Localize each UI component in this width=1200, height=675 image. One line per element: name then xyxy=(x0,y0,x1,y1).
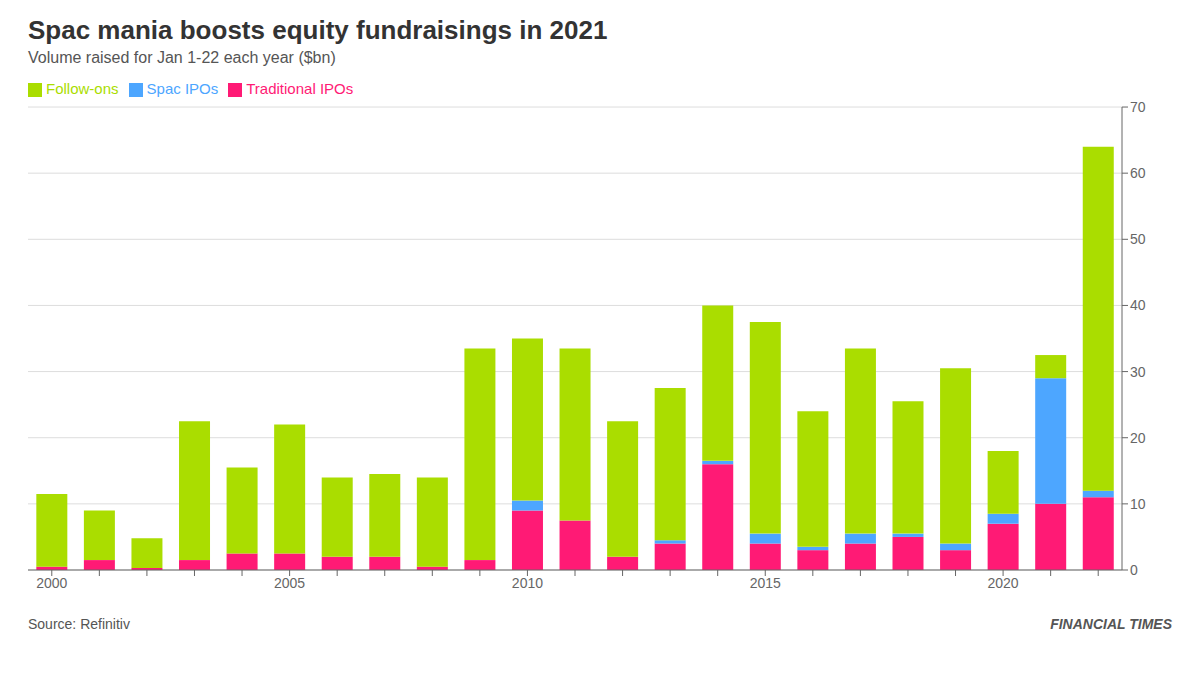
svg-text:2020: 2020 xyxy=(988,575,1019,591)
html-text:Traditional IPOs: Traditional IPOs xyxy=(246,80,354,97)
html-text:Volume raised for Jan 1-22 eac: Volume raised for Jan 1-22 each year ($b… xyxy=(28,49,336,66)
svg-text:40: 40 xyxy=(1130,297,1146,313)
html-text:Source: Refinitiv: Source: Refinitiv xyxy=(28,616,130,632)
svg-text:2015: 2015 xyxy=(750,575,781,591)
html-text:FINANCIAL TIMES: FINANCIAL TIMES xyxy=(1050,616,1172,632)
html-text:Follow-ons: Follow-ons xyxy=(46,80,119,97)
svg-text:20: 20 xyxy=(1130,430,1146,446)
svg-text:0: 0 xyxy=(1130,562,1138,578)
svg-text:30: 30 xyxy=(1130,364,1146,380)
svg-text:2005: 2005 xyxy=(274,575,305,591)
svg-text:10: 10 xyxy=(1130,496,1146,512)
svg-text:60: 60 xyxy=(1130,165,1146,181)
html-text:Spac IPOs: Spac IPOs xyxy=(146,80,219,97)
html-text:Spac mania boosts equity fundr: Spac mania boosts equity fundraisings in… xyxy=(28,15,608,45)
svg-text:2010: 2010 xyxy=(512,575,543,591)
svg-text:70: 70 xyxy=(1130,99,1146,115)
svg-text:2000: 2000 xyxy=(36,575,67,591)
svg-text:50: 50 xyxy=(1130,231,1146,247)
